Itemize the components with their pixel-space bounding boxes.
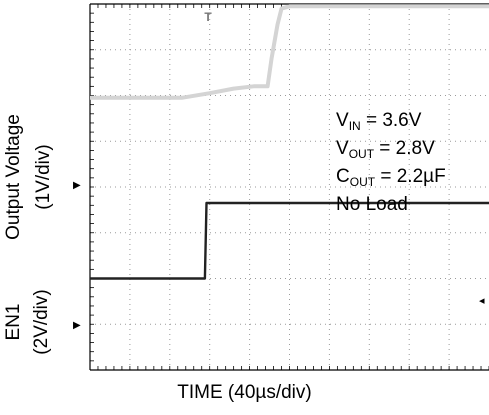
en1-trace: [90, 201, 489, 280]
ch1-scale-label: (1V/div): [33, 144, 54, 210]
trigger-level-marker: ◂: [479, 294, 485, 307]
ch2-scale-label: (2V/div): [31, 289, 52, 355]
annotation-cout: COUT = 2.2µF: [336, 166, 446, 189]
annotation-vout: VOUT = 2.8V: [336, 138, 435, 161]
scope-traces: [90, 4, 489, 280]
ch1-axis-label: Output Voltage: [3, 114, 24, 240]
annotation-vin: VIN = 3.6V: [336, 110, 422, 133]
annotation-load: No Load: [336, 194, 408, 215]
ch2-level-marker: ▶: [73, 320, 81, 331]
ch2-axis-label: EN1: [3, 303, 24, 341]
scope-grid: [89, 3, 489, 371]
ch1-level-marker: ▶: [73, 180, 81, 191]
x-axis-label: TIME (40µs/div): [177, 382, 312, 403]
trigger-position-marker: T: [204, 10, 212, 24]
output-voltage-trace: [90, 4, 489, 100]
